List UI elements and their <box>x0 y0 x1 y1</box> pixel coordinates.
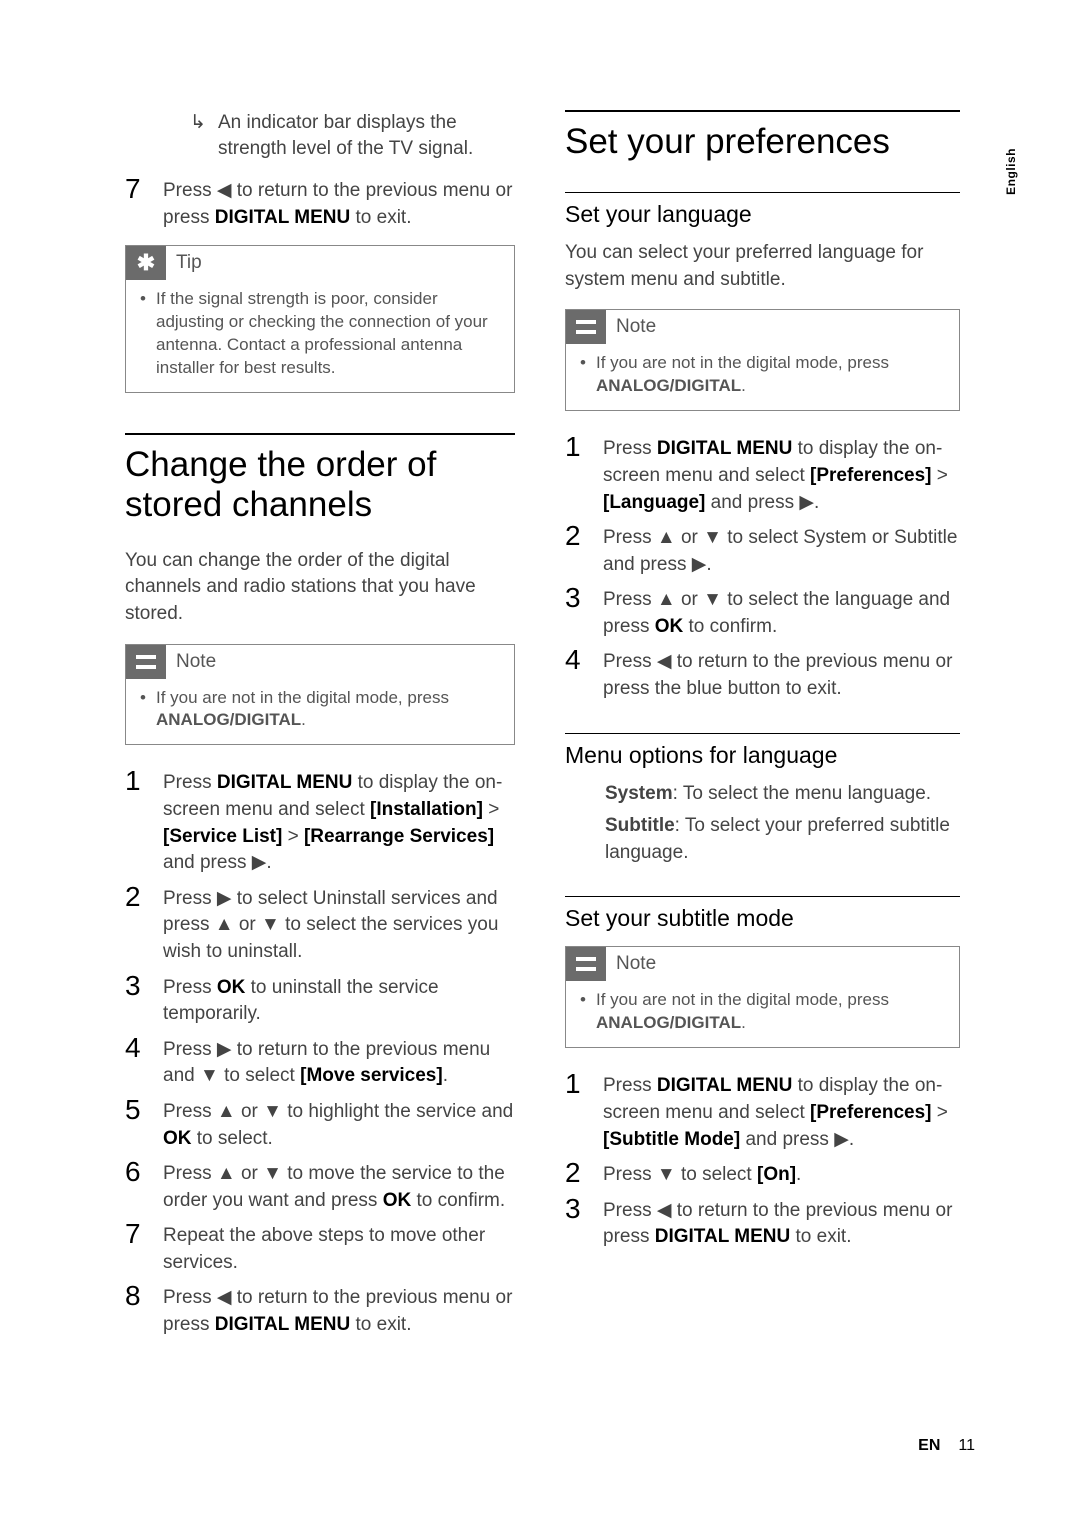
reorder-step-2: 2 Press ▶ to select Uninstall services a… <box>125 883 515 966</box>
note-label: Note <box>166 651 216 673</box>
step-7-prev: 7 Press ◀ to return to the previous menu… <box>125 175 515 231</box>
option-system: System: To select the menu language. <box>605 781 960 808</box>
step-text: Press ▶ to return to the previous menu a… <box>163 1034 515 1090</box>
step-text: Press ▶ to select Uninstall services and… <box>163 883 515 966</box>
tip-body: If the signal strength is poor, consider… <box>126 280 514 392</box>
lang-step-4: 4 Press ◀ to return to the previous menu… <box>565 646 960 702</box>
section-change-order: Change the order of stored channels <box>125 433 515 526</box>
tip-header: ✱ Tip <box>126 246 514 280</box>
subt-step-2: 2 Press ▼ to select [On]. <box>565 1159 960 1189</box>
step-text: Press ◀ to return to the previous menu o… <box>603 646 960 702</box>
tip-box: ✱ Tip If the signal strength is poor, co… <box>125 245 515 393</box>
step-number: 6 <box>125 1158 163 1214</box>
step-number: 2 <box>125 883 163 966</box>
note-body: If you are not in the digital mode, pres… <box>566 981 959 1047</box>
lang-step-3: 3 Press ▲ or ▼ to select the language an… <box>565 584 960 640</box>
step-number: 3 <box>565 584 603 640</box>
step-number: 5 <box>125 1096 163 1152</box>
change-order-intro: You can change the order of the digital … <box>125 548 515 628</box>
step-text: Press ◀ to return to the previous menu o… <box>163 1282 515 1338</box>
step-text: Press ▲ or ▼ to highlight the service an… <box>163 1096 515 1152</box>
note-body: If you are not in the digital mode, pres… <box>566 344 959 410</box>
reorder-step-3: 3 Press OK to uninstall the service temp… <box>125 972 515 1028</box>
step-text: Press ◀ to return to the previous menu o… <box>163 175 515 231</box>
page-content: ↳ An indicator bar displays the strength… <box>0 0 1080 1405</box>
step-number: 3 <box>125 972 163 1028</box>
step-text: Press ◀ to return to the previous menu o… <box>603 1195 960 1251</box>
step-number: 7 <box>125 1220 163 1276</box>
note-box-subtitle: Note If you are not in the digital mode,… <box>565 946 960 1048</box>
step-text: Repeat the above steps to move other ser… <box>163 1220 515 1276</box>
note-text: If you are not in the digital mode, pres… <box>580 352 945 398</box>
left-column: ↳ An indicator bar displays the strength… <box>125 110 515 1345</box>
step-text: Press DIGITAL MENU to display the on-scr… <box>163 767 515 876</box>
note-icon <box>566 947 606 981</box>
subt-step-3: 3 Press ◀ to return to the previous menu… <box>565 1195 960 1251</box>
language-intro: You can select your preferred language f… <box>565 240 960 293</box>
step-text: Press DIGITAL MENU to display the on-scr… <box>603 1070 960 1153</box>
note-icon <box>566 310 606 344</box>
note-text: If you are not in the digital mode, pres… <box>140 687 500 733</box>
reorder-step-4: 4 Press ▶ to return to the previous menu… <box>125 1034 515 1090</box>
subsection-language: Set your language <box>565 192 960 228</box>
tip-text: If the signal strength is poor, consider… <box>140 288 500 380</box>
page-footer: EN 11 <box>918 1437 975 1455</box>
step-text: Press ▲ or ▼ to select System or Subtitl… <box>603 522 960 578</box>
lang-step-2: 2 Press ▲ or ▼ to select System or Subti… <box>565 522 960 578</box>
note-header: Note <box>566 947 959 981</box>
signal-substep: ↳ An indicator bar displays the strength… <box>125 110 515 161</box>
reorder-step-5: 5 Press ▲ or ▼ to highlight the service … <box>125 1096 515 1152</box>
step-number: 1 <box>565 1070 603 1153</box>
step-number: 3 <box>565 1195 603 1251</box>
step-number: 2 <box>565 1159 603 1189</box>
tip-icon: ✱ <box>126 246 166 280</box>
step-text: Press ▼ to select [On]. <box>603 1159 801 1189</box>
step-number: 4 <box>125 1034 163 1090</box>
step-number: 1 <box>125 767 163 876</box>
step-number: 2 <box>565 522 603 578</box>
note-box-lang: Note If you are not in the digital mode,… <box>565 309 960 411</box>
subsection-subtitle-mode: Set your subtitle mode <box>565 896 960 932</box>
reorder-step-8: 8 Press ◀ to return to the previous menu… <box>125 1282 515 1338</box>
step-text: Press ▲ or ▼ to move the service to the … <box>163 1158 515 1214</box>
note-box-left: Note If you are not in the digital mode,… <box>125 644 515 746</box>
reorder-step-7: 7 Repeat the above steps to move other s… <box>125 1220 515 1276</box>
subsection-menu-options: Menu options for language <box>565 733 960 769</box>
footer-page: 11 <box>958 1437 975 1454</box>
language-tab: English <box>1004 148 1018 195</box>
reorder-step-1: 1 Press DIGITAL MENU to display the on-s… <box>125 767 515 876</box>
step-number: 8 <box>125 1282 163 1338</box>
step-number: 4 <box>565 646 603 702</box>
note-label: Note <box>606 953 656 975</box>
note-label: Note <box>606 316 656 338</box>
step-text: Press DIGITAL MENU to display the on-scr… <box>603 433 960 516</box>
step-number: 1 <box>565 433 603 516</box>
step-text: Press ▲ or ▼ to select the language and … <box>603 584 960 640</box>
arrow-icon: ↳ <box>190 110 218 161</box>
subt-step-1: 1 Press DIGITAL MENU to display the on-s… <box>565 1070 960 1153</box>
option-subtitle: Subtitle: To select your preferred subti… <box>605 813 960 866</box>
signal-substep-text: An indicator bar displays the strength l… <box>218 110 515 161</box>
reorder-step-6: 6 Press ▲ or ▼ to move the service to th… <box>125 1158 515 1214</box>
footer-lang: EN <box>918 1437 940 1454</box>
right-column: Set your preferences Set your language Y… <box>565 110 960 1345</box>
note-icon <box>126 645 166 679</box>
menu-options-block: System: To select the menu language. Sub… <box>565 781 960 867</box>
lang-step-1: 1 Press DIGITAL MENU to display the on-s… <box>565 433 960 516</box>
section-preferences: Set your preferences <box>565 110 960 162</box>
note-header: Note <box>126 645 514 679</box>
note-text: If you are not in the digital mode, pres… <box>580 989 945 1035</box>
note-body: If you are not in the digital mode, pres… <box>126 679 514 745</box>
tip-label: Tip <box>166 252 202 274</box>
note-header: Note <box>566 310 959 344</box>
step-number: 7 <box>125 175 163 231</box>
step-text: Press OK to uninstall the service tempor… <box>163 972 515 1028</box>
